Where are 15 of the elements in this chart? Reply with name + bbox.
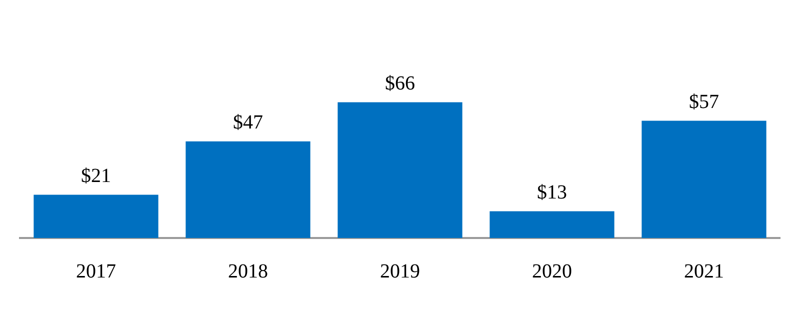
data-label: $66 bbox=[385, 72, 415, 94]
x-tick-label: 2017 bbox=[76, 260, 116, 282]
data-label: $21 bbox=[81, 165, 111, 188]
bar bbox=[34, 194, 158, 238]
bar bbox=[186, 141, 310, 238]
data-label: $57 bbox=[689, 90, 719, 113]
bar bbox=[338, 102, 462, 238]
bar bbox=[490, 211, 614, 238]
x-tick-label: 2018 bbox=[228, 260, 268, 282]
x-tick-label: 2020 bbox=[532, 260, 572, 282]
x-tick-label: 2019 bbox=[380, 260, 420, 282]
bar bbox=[642, 120, 766, 238]
data-label: $47 bbox=[233, 112, 263, 134]
x-tick-label: 2021 bbox=[684, 260, 724, 282]
data-label: $13 bbox=[537, 182, 567, 204]
